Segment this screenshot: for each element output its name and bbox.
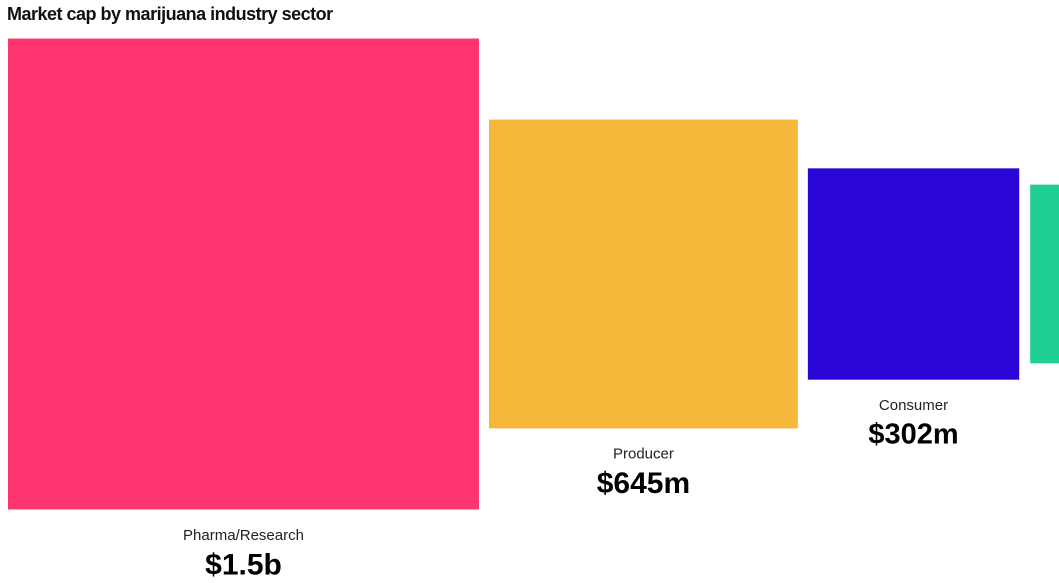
square-consumer	[807, 168, 1020, 380]
label-producer: Producer	[613, 446, 674, 463]
square-real-estate	[1030, 184, 1059, 364]
chart-title: Market cap by marijuana industry sector	[7, 4, 333, 24]
label-consumer: Consumer	[879, 397, 948, 414]
value-consumer: $302m	[868, 418, 958, 450]
value-producer: $645m	[597, 467, 690, 500]
square-producer	[489, 119, 798, 429]
square-pharma-research	[8, 38, 479, 510]
value-pharma-research: $1.5b	[205, 548, 282, 581]
label-pharma-research: Pharma/Research	[183, 527, 304, 544]
